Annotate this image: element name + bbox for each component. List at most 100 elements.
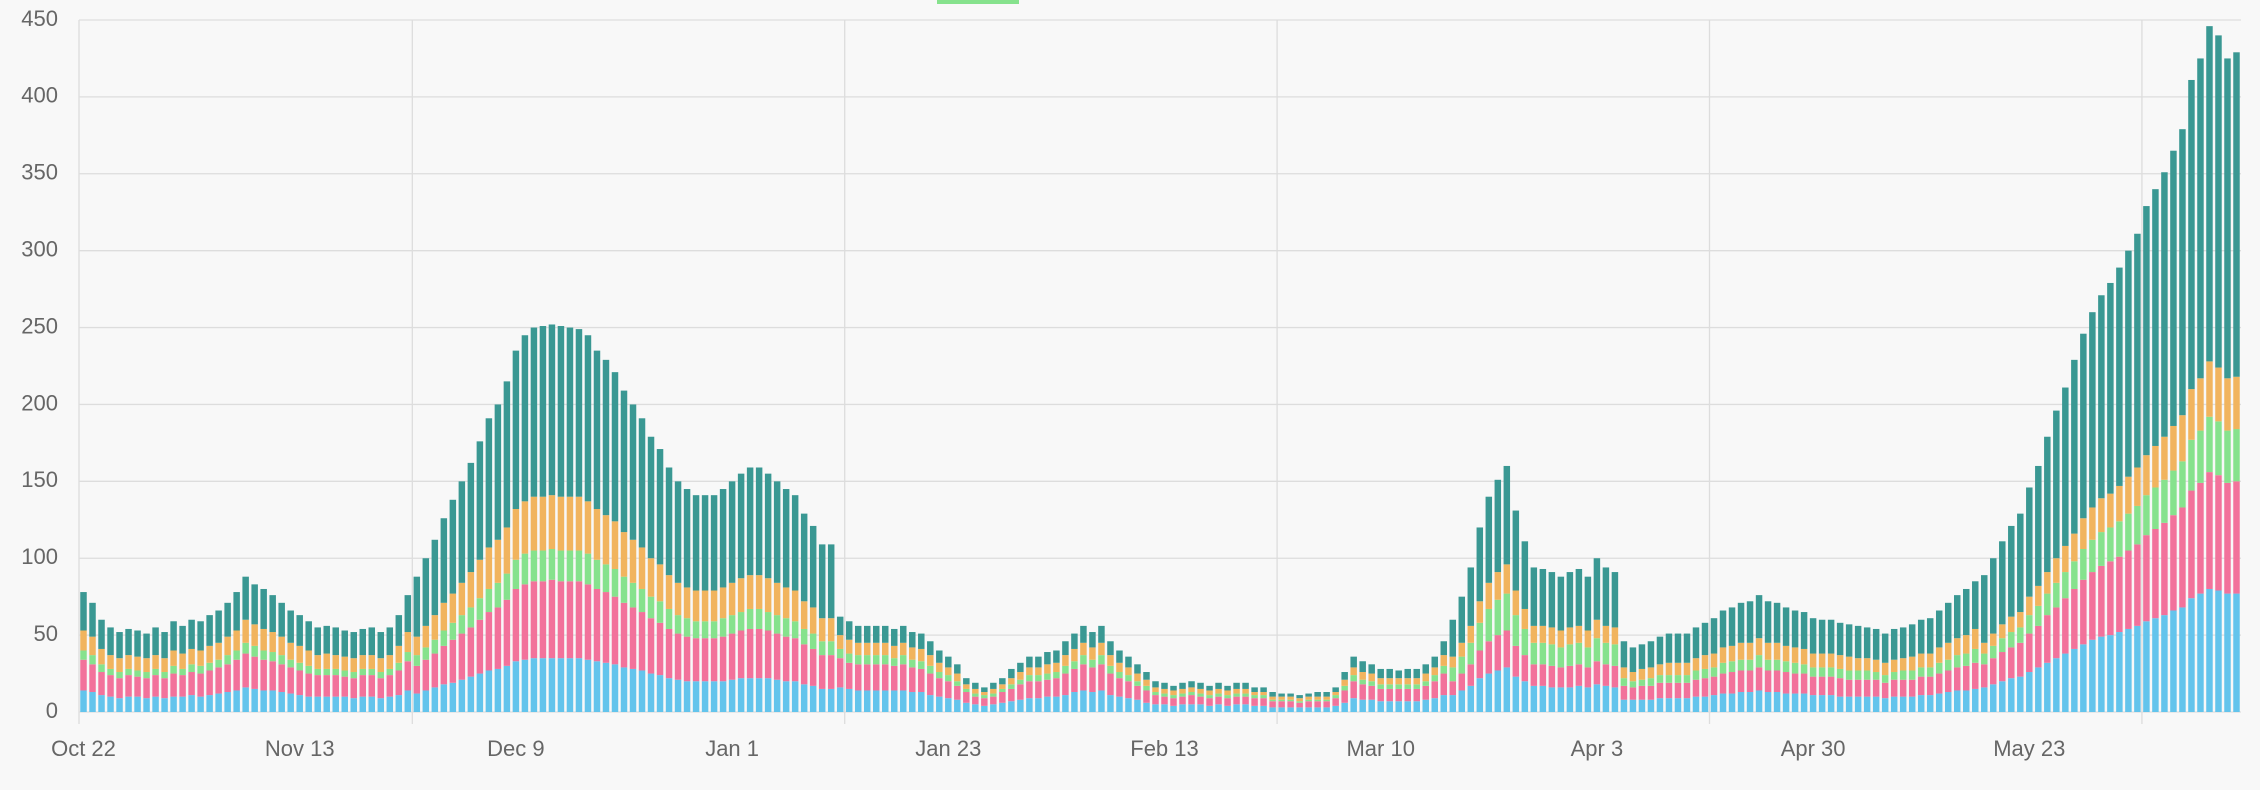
bar-segment xyxy=(1260,698,1267,706)
bar-segment xyxy=(674,633,682,680)
bar-segment xyxy=(1773,659,1781,671)
bar-segment xyxy=(1062,641,1069,656)
bar-segment xyxy=(1017,684,1024,700)
bar-segment xyxy=(2116,485,2123,522)
bar-segment xyxy=(1035,698,1042,712)
bar-segment xyxy=(2062,572,2069,599)
bar-segment xyxy=(863,655,871,665)
bar-segment xyxy=(1278,693,1285,697)
bar-segment xyxy=(593,588,601,662)
bar-segment xyxy=(945,667,952,676)
bar-segment xyxy=(1593,638,1601,662)
bar-segment xyxy=(179,625,186,654)
bar-segment xyxy=(1737,659,1745,671)
bar-segment xyxy=(2161,615,2168,712)
bar-segment xyxy=(458,679,466,712)
bar-segment xyxy=(809,633,817,649)
bar-segment xyxy=(1188,695,1195,705)
bar-segment xyxy=(431,639,439,654)
bar-segment xyxy=(2044,662,2051,712)
y-tick-label: 200 xyxy=(21,390,58,415)
bar-segment xyxy=(125,628,132,656)
bar-segment xyxy=(215,610,222,643)
bar-segment xyxy=(575,329,583,497)
bar-segment xyxy=(909,632,916,648)
bar-segment xyxy=(629,404,637,540)
bar-segment xyxy=(1872,628,1880,660)
bar-segment xyxy=(242,653,249,688)
bar-segment xyxy=(161,698,168,712)
bar-segment xyxy=(1287,707,1294,712)
bar-segment xyxy=(1755,690,1763,712)
bar-segment xyxy=(1089,647,1096,660)
bar-segment xyxy=(1557,630,1565,648)
bar-segment xyxy=(233,630,240,651)
bar-segment xyxy=(1638,699,1646,712)
bar-segment xyxy=(918,633,925,649)
bar-segment xyxy=(1134,681,1141,686)
bar-segment xyxy=(1719,673,1727,694)
bar-segment xyxy=(1089,659,1096,668)
bar-segment xyxy=(1215,688,1222,694)
bar-segment xyxy=(395,695,403,712)
bar-segment xyxy=(503,573,511,600)
bar-segment xyxy=(350,698,357,712)
bar-segment xyxy=(918,661,925,669)
bar-segment xyxy=(2125,250,2132,477)
bar-segment xyxy=(602,564,610,593)
bar-segment xyxy=(566,658,574,712)
bar-segment xyxy=(1737,692,1745,712)
bar-segment xyxy=(1323,701,1330,708)
bar-segment xyxy=(1665,662,1673,676)
bar-segment xyxy=(1431,667,1438,676)
bar-segment xyxy=(1908,656,1916,671)
bar-segment xyxy=(548,658,556,712)
bar-segment xyxy=(602,515,610,565)
bar-segment xyxy=(593,661,601,712)
bar-segment xyxy=(1116,672,1123,679)
bar-segment xyxy=(1728,645,1736,662)
bar-segment xyxy=(1990,684,1997,712)
bar-segment xyxy=(891,665,898,691)
bar-segment xyxy=(224,664,231,693)
bar-segment xyxy=(512,661,520,712)
bar-segment xyxy=(1179,696,1186,705)
bar-segment xyxy=(1629,672,1637,682)
bar-segment xyxy=(2008,647,2015,679)
bar-segment xyxy=(1476,527,1484,602)
bar-segment xyxy=(593,350,601,510)
bar-segment xyxy=(1143,690,1150,703)
bar-segment xyxy=(1422,681,1429,686)
x-tick-label: Dec 9 xyxy=(487,736,544,761)
bar-segment xyxy=(1161,682,1168,689)
bar-segment xyxy=(872,642,880,656)
bar-segment xyxy=(143,672,150,679)
bar-segment xyxy=(1179,704,1186,712)
bar-segment xyxy=(692,621,700,639)
bar-segment xyxy=(2152,487,2159,530)
bar-segment xyxy=(530,550,538,582)
bar-segment xyxy=(1017,699,1024,712)
bar-segment xyxy=(1350,656,1357,668)
bar-segment xyxy=(2134,233,2141,468)
bar-segment xyxy=(2179,461,2186,508)
bar-segment xyxy=(945,675,952,682)
bar-segment xyxy=(188,619,195,649)
x-tick-label: Apr 30 xyxy=(1781,736,1846,761)
bar-segment xyxy=(1377,701,1384,712)
bar-segment xyxy=(287,642,294,660)
bar-segment xyxy=(755,678,763,712)
bar-segment xyxy=(116,658,123,673)
bar-segment xyxy=(1386,701,1393,712)
bar-segment xyxy=(818,641,826,656)
x-tick-label: Jan 1 xyxy=(705,736,759,761)
bar-segment xyxy=(1584,630,1592,648)
bar-segment xyxy=(728,615,736,634)
bar-segment xyxy=(638,547,646,589)
bar-segment xyxy=(170,673,177,697)
bar-segment xyxy=(1782,693,1790,712)
bar-segment xyxy=(1935,610,1943,648)
bar-segment xyxy=(1269,701,1276,708)
bar-segment xyxy=(1782,607,1790,646)
